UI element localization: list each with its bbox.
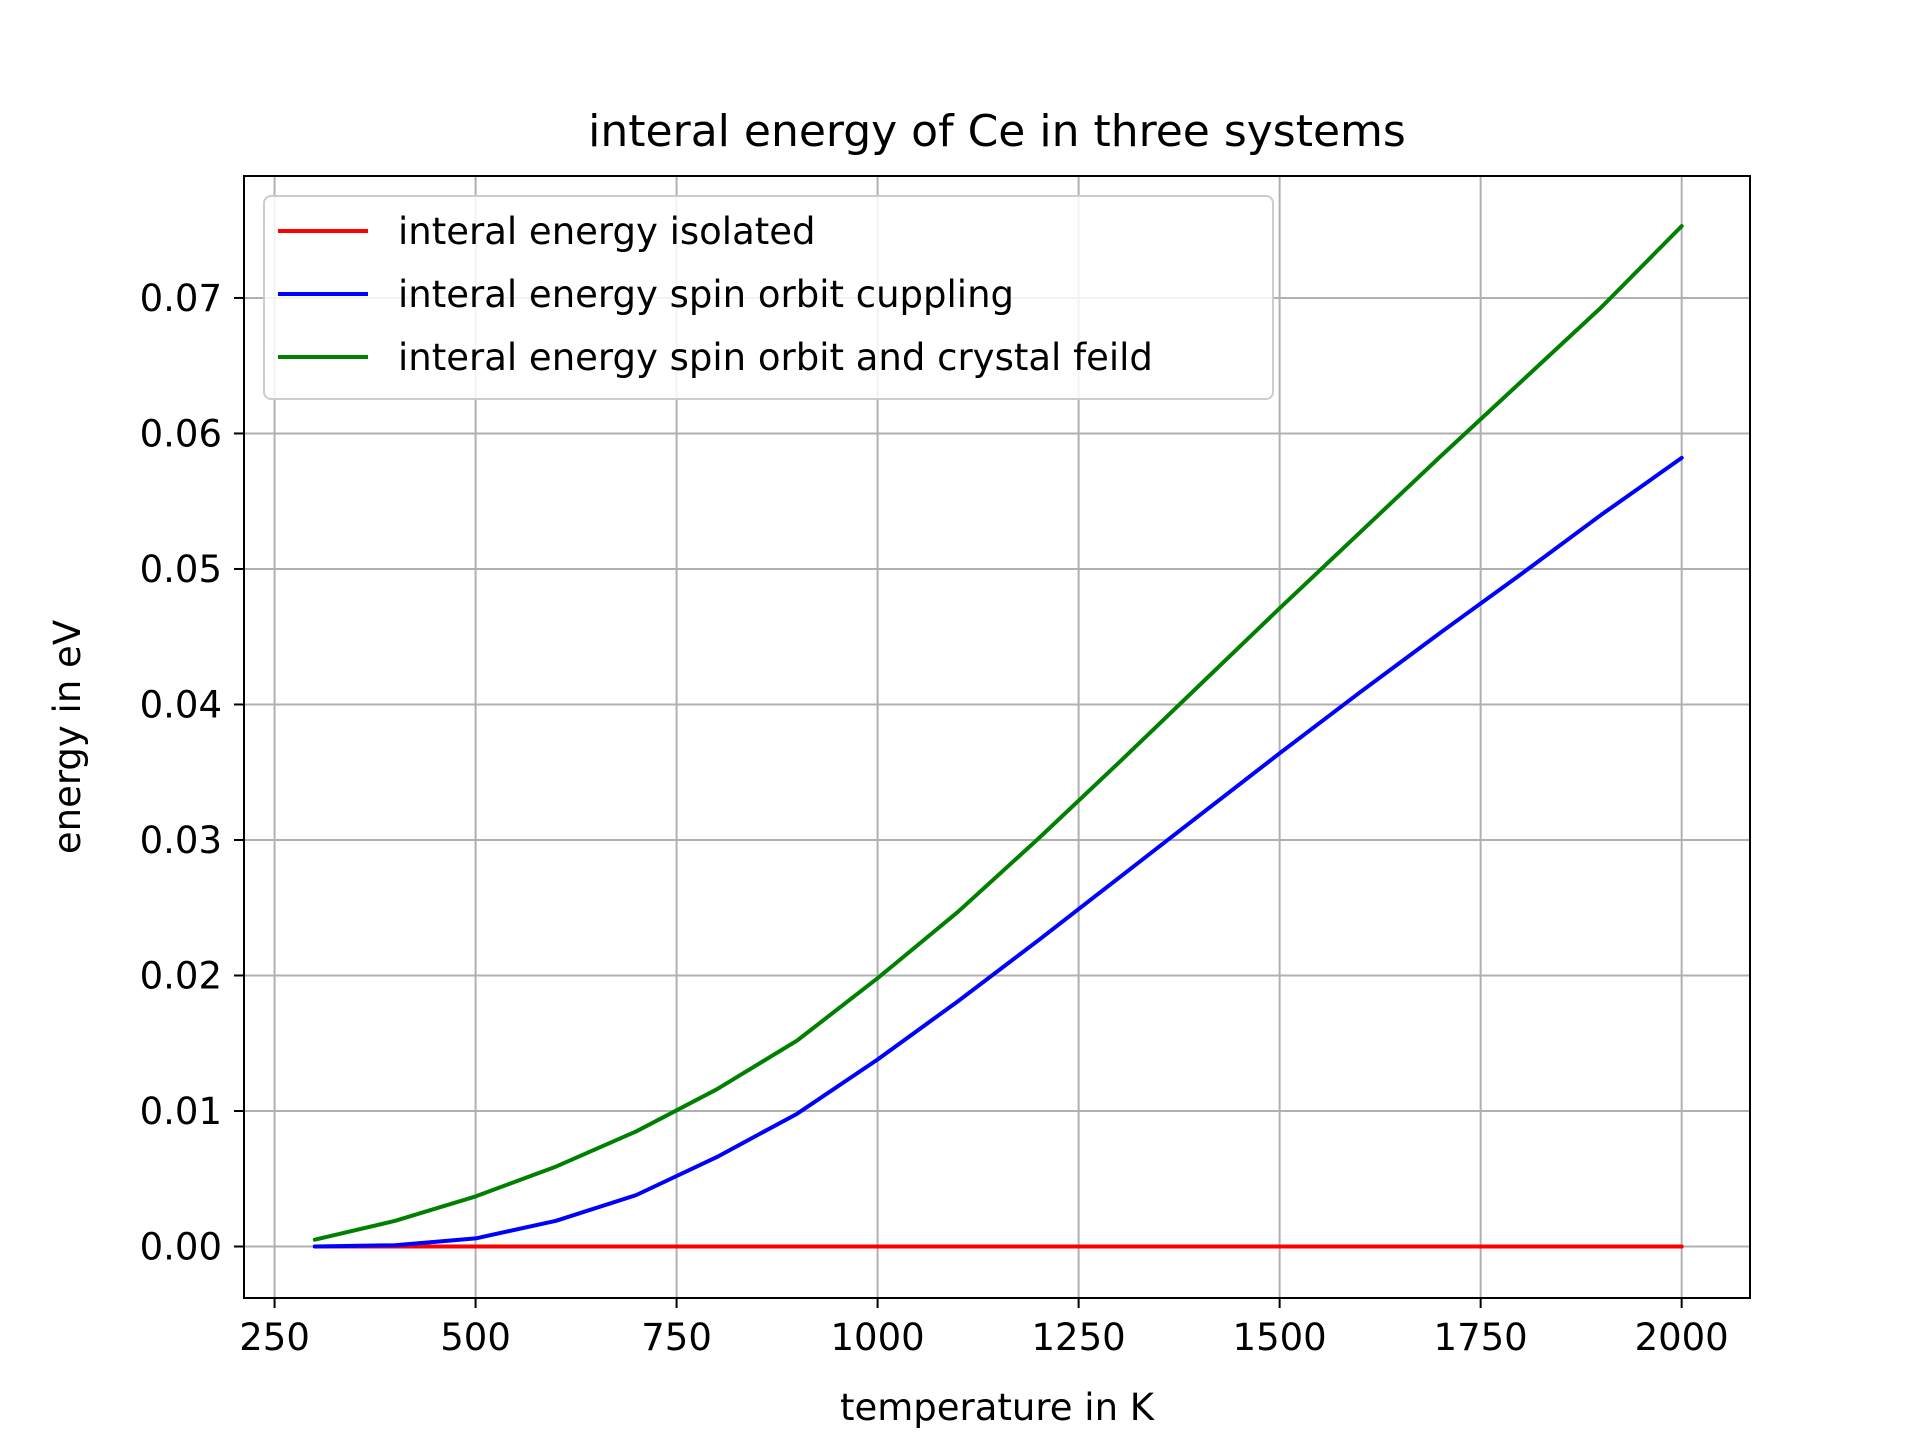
- y-axis-ticks: 0.00 0.01 0.02 0.03 0.04 0.05 0.06 0.07: [140, 277, 244, 1269]
- legend-label: interal energy isolated: [398, 210, 816, 253]
- y-axis-title: energy in eV: [46, 620, 89, 854]
- y-tick-label: 0.03: [140, 819, 222, 862]
- x-tick-label: 1750: [1434, 1316, 1528, 1359]
- series-line-2: [312, 455, 1684, 1249]
- x-tick-label: 1000: [831, 1316, 925, 1359]
- x-tick-label: 1500: [1233, 1316, 1327, 1359]
- legend-label: interal energy spin orbit cuppling: [398, 273, 1014, 316]
- series-line-3: [312, 224, 1684, 1242]
- x-tick-label: 500: [440, 1316, 511, 1359]
- y-tick-label: 0.06: [140, 412, 222, 455]
- x-tick-label: 2000: [1635, 1316, 1729, 1359]
- chart-title: interal energy of Ce in three systems: [588, 106, 1406, 157]
- y-tick-label: 0.01: [140, 1090, 222, 1133]
- y-tick-label: 0.02: [140, 954, 222, 997]
- y-tick-label: 0.05: [140, 548, 222, 591]
- x-tick-label: 250: [239, 1316, 310, 1359]
- plot-frame: [243, 175, 1751, 1299]
- legend-box: [263, 195, 1274, 400]
- x-axis-title: temperature in K: [840, 1386, 1156, 1429]
- y-tick-label: 0.04: [140, 683, 222, 726]
- x-tick-label: 750: [641, 1316, 712, 1359]
- x-tick-label: 1250: [1032, 1316, 1126, 1359]
- legend-label: interal energy spin orbit and crystal fe…: [398, 336, 1153, 379]
- y-tick-label: 0.07: [140, 277, 222, 320]
- x-axis-ticks: 250 500 750 1000 1250 1500 1750 2000: [239, 1298, 1729, 1359]
- series-lines: [312, 224, 1684, 1249]
- y-tick-label: 0.00: [140, 1226, 222, 1269]
- legend: interal energy isolated interal energy sp…: [263, 195, 1274, 400]
